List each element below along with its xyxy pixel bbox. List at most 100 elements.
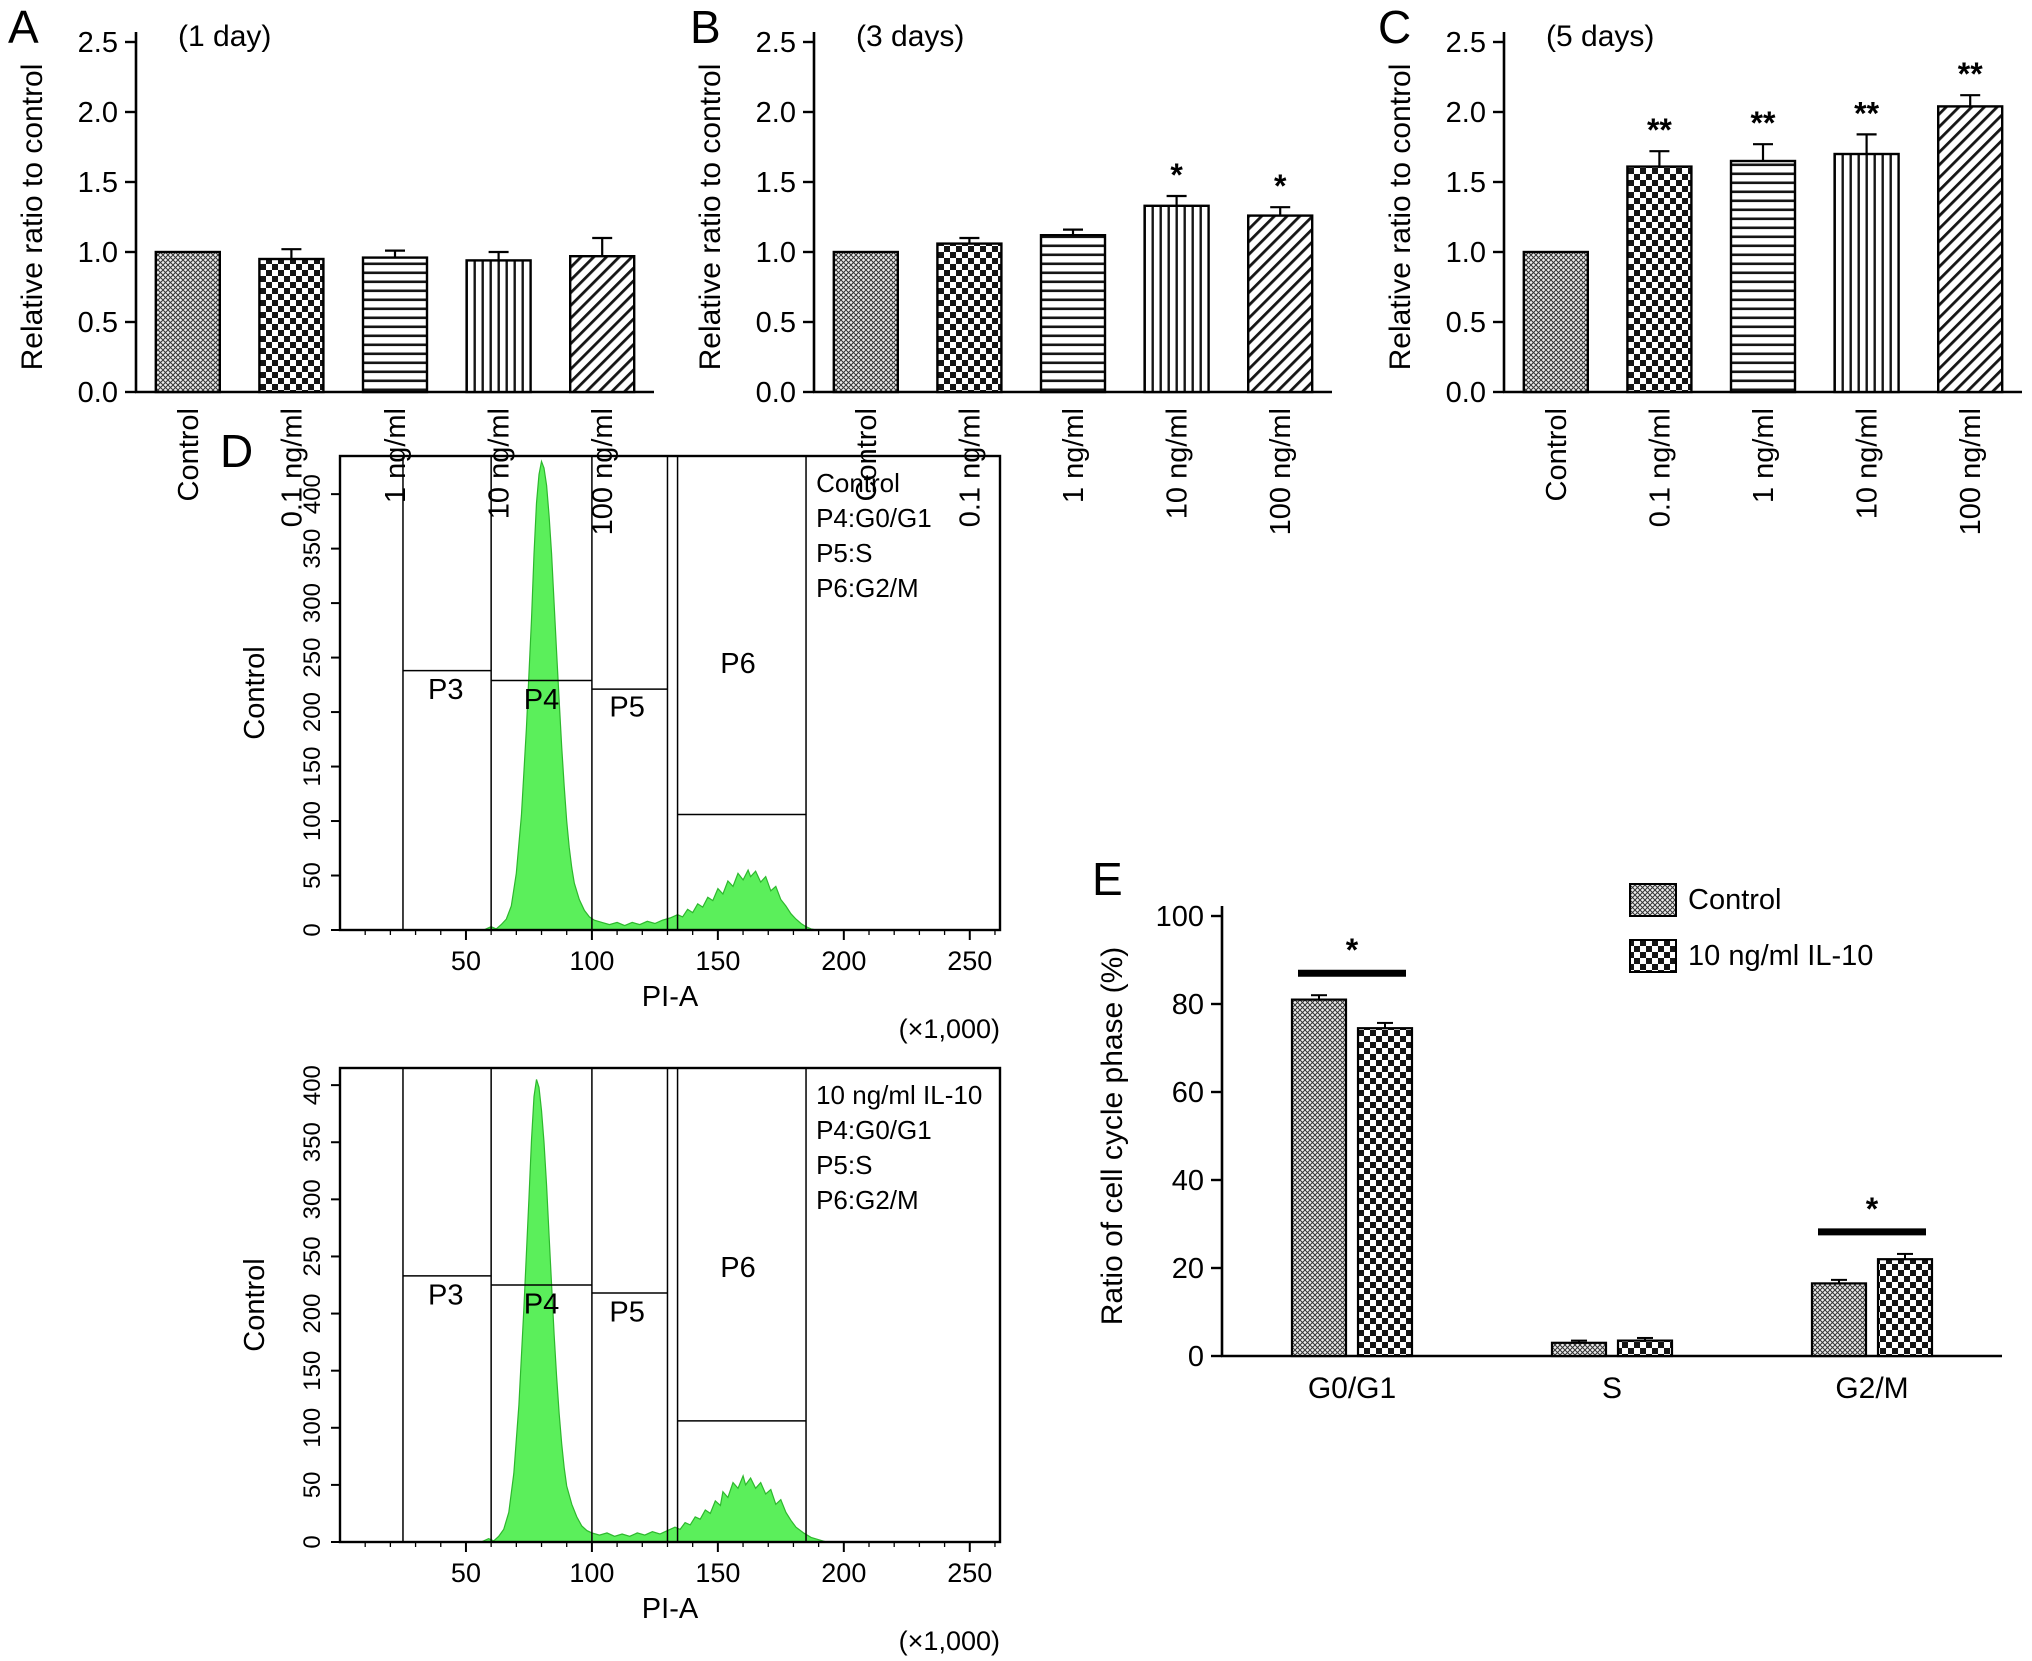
category-label: 1 ng/ml <box>1748 408 1780 503</box>
panel-letter-b: B <box>690 1 721 53</box>
bar <box>1290 998 1348 1358</box>
y-tick-label: 0.0 <box>78 377 118 409</box>
y-tick-label: 2.0 <box>756 97 796 129</box>
bar <box>569 255 636 394</box>
significance-marker: ** <box>1751 105 1776 141</box>
panel-letter-d: D <box>220 425 254 477</box>
category-label: Control <box>851 408 883 502</box>
bar <box>1810 1282 1868 1358</box>
y-axis-title: Relative ratio to control <box>1384 64 1417 371</box>
bar <box>1356 1027 1414 1358</box>
bar-chart-1day: 0.0 0.5 1.0 1.5 2.0 2.5 Relative ratio to cont… <box>16 20 654 535</box>
y-tick-label: 2.0 <box>78 97 118 129</box>
grouped-bar-cell-cycle: 0 20 40 60 80 100 Ratio of cell cycle phase (%… <box>1096 883 2002 1405</box>
bar <box>361 256 429 394</box>
annotation-line: Control <box>816 468 900 498</box>
gate-label: P3 <box>428 674 463 706</box>
dna-content-histogram <box>480 1079 827 1543</box>
significance-marker: ** <box>1958 56 1983 92</box>
y-tick-label: 150 <box>299 747 326 787</box>
y-tick-label: 350 <box>299 529 326 569</box>
dna-content-histogram <box>483 459 817 931</box>
bar <box>1039 233 1107 394</box>
y-tick-label: 0 <box>299 1535 326 1548</box>
y-tick-label: 1.5 <box>78 167 118 199</box>
y-tick-label: 50 <box>299 1472 326 1499</box>
x-axis-unit: (×1,000) <box>899 1014 1000 1044</box>
annotation-line: P6:G2/M <box>816 1185 919 1215</box>
legend-swatch <box>1629 939 1677 973</box>
y-tick-label: 300 <box>299 1179 326 1219</box>
y-tick-label: 20 <box>1172 1253 1204 1285</box>
gate-label: P4 <box>524 1289 559 1321</box>
bar <box>832 250 900 394</box>
category-label: 100 ng/ml <box>1265 408 1297 535</box>
panel-letter-e: E <box>1092 853 1123 905</box>
gate-label: P6 <box>720 648 755 680</box>
bar <box>1550 1341 1608 1358</box>
x-tick-label: 150 <box>695 946 740 976</box>
x-tick-label: 50 <box>451 946 481 976</box>
bar <box>1937 105 2004 394</box>
x-axis-unit: (×1,000) <box>899 1626 1000 1656</box>
y-tick-label: 1.0 <box>1446 237 1486 269</box>
y-tick-label: 0 <box>299 923 326 936</box>
category-label: Control <box>1541 408 1573 502</box>
annotation-line: P5:S <box>816 538 872 568</box>
y-tick-label: 0 <box>1188 1341 1204 1373</box>
y-tick-label: 0.5 <box>1446 307 1486 339</box>
gate-label: P5 <box>609 691 644 723</box>
y-tick-label: 2.5 <box>756 27 796 59</box>
plot-frame <box>338 454 1002 932</box>
x-tick-label: 100 <box>569 1558 614 1588</box>
significance-marker: * <box>1274 168 1287 204</box>
chart-title: (1 day) <box>178 20 271 53</box>
bar-chart-3days: 0.0 0.5 1.0 1.5 2.0 2.5 Relative ratio to cont… <box>694 20 1332 535</box>
gate-label: P6 <box>720 1252 755 1284</box>
category-label: 0.1 ng/ml <box>276 408 308 527</box>
bar <box>1247 214 1314 394</box>
y-tick-label: 2.5 <box>78 27 118 59</box>
y-tick-label: 0.0 <box>1446 377 1486 409</box>
y-tick-label: 400 <box>299 474 326 514</box>
y-tick-label: 150 <box>299 1351 326 1391</box>
y-tick-label: 100 <box>299 801 326 841</box>
x-axis-title: PI-A <box>642 981 699 1013</box>
category-label: 10 ng/ml <box>484 408 516 519</box>
legend-swatch <box>1629 883 1677 917</box>
y-tick-label: 200 <box>299 692 326 732</box>
category-label: 10 ng/ml <box>1162 408 1194 519</box>
x-tick-label: 100 <box>569 946 614 976</box>
bar <box>154 250 222 394</box>
y-tick-label: 1.5 <box>756 167 796 199</box>
y-tick-label: 1.0 <box>756 237 796 269</box>
significance-marker: * <box>1170 157 1183 193</box>
chart-title: (3 days) <box>856 20 964 53</box>
annotation-line: P6:G2/M <box>816 573 919 603</box>
y-tick-label: 0.5 <box>78 307 118 339</box>
x-tick-label: 250 <box>947 946 992 976</box>
y-axis-title: Control <box>239 646 271 740</box>
category-label: 10 ng/ml <box>1852 408 1884 519</box>
category-label: 100 ng/ml <box>1955 408 1987 535</box>
annotation-line: P5:S <box>816 1150 872 1180</box>
bar <box>1616 1339 1674 1358</box>
x-tick-label: 50 <box>451 1558 481 1588</box>
y-axis-title: Relative ratio to control <box>694 64 727 371</box>
panel-letter-a: A <box>8 1 39 53</box>
bar <box>465 259 532 394</box>
plot-frame <box>338 1066 1002 1544</box>
y-tick-label: 250 <box>299 638 326 678</box>
significance-marker: ** <box>1854 95 1879 131</box>
y-tick-label: 100 <box>299 1408 326 1448</box>
y-tick-label: 2.0 <box>1446 97 1486 129</box>
bar <box>1522 250 1590 394</box>
gate-label: P4 <box>524 684 559 716</box>
y-tick-label: 80 <box>1172 989 1204 1021</box>
y-tick-label: 350 <box>299 1122 326 1162</box>
bar <box>1876 1258 1934 1358</box>
annotation-line: P4:G0/G1 <box>816 503 932 533</box>
y-tick-label: 400 <box>299 1065 326 1105</box>
legend-label: 10 ng/ml IL-10 <box>1688 940 1873 972</box>
